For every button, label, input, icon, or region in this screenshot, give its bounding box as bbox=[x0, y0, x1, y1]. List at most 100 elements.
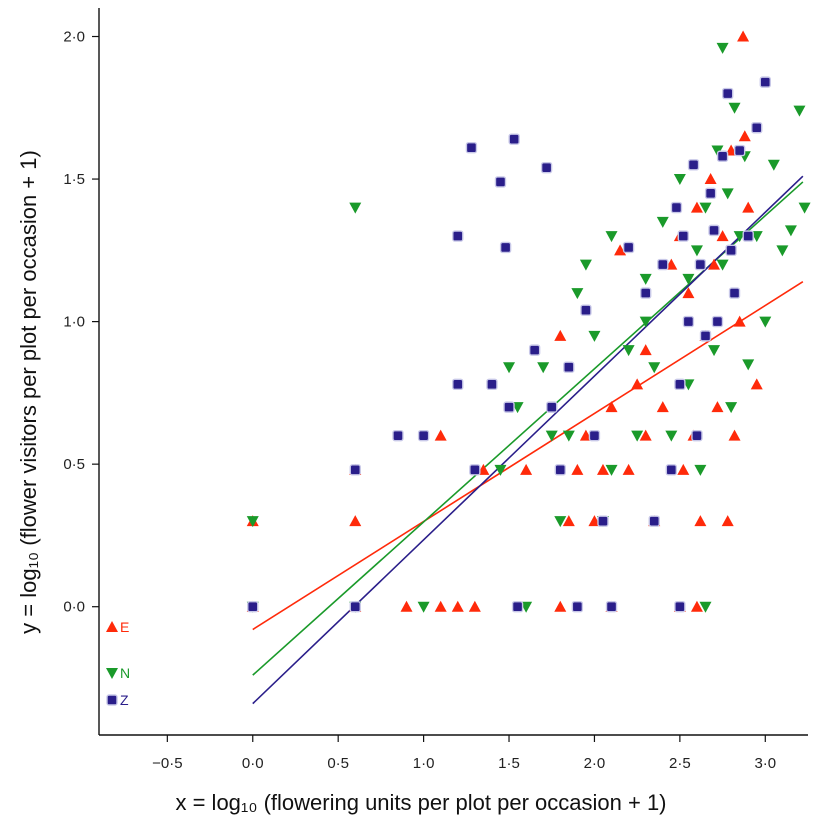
data-point-n bbox=[711, 145, 724, 157]
data-point-n bbox=[708, 345, 721, 357]
data-point-e bbox=[716, 230, 729, 242]
y-tick-label: 0·5 bbox=[63, 456, 85, 473]
data-point-z bbox=[417, 429, 430, 442]
axes: −0·5 0·0 0·5 1·0 1·5 2·0 2·5 3·0 0·0 0·5 1·0 1·5 2·0 bbox=[63, 29, 776, 772]
x-tick-label: 2·5 bbox=[669, 755, 691, 772]
data-point-n bbox=[639, 316, 652, 328]
data-point-n bbox=[562, 430, 575, 442]
fit-line-e bbox=[252, 281, 804, 631]
data-point-z bbox=[674, 601, 686, 613]
data-point-z bbox=[486, 378, 498, 391]
data-point-e bbox=[451, 600, 464, 612]
data-point-n bbox=[571, 288, 584, 300]
data-point-e bbox=[614, 244, 627, 256]
data-point-e bbox=[656, 401, 669, 413]
data-point-n bbox=[699, 601, 712, 613]
data-point-z bbox=[704, 187, 717, 200]
data-point-e bbox=[721, 515, 734, 527]
data-point-e bbox=[733, 315, 746, 327]
data-point-e bbox=[520, 463, 533, 475]
legend-label-e: E bbox=[120, 619, 129, 635]
data-point-e bbox=[737, 30, 750, 42]
data-point-n bbox=[665, 430, 678, 442]
legend: E NZ bbox=[106, 619, 130, 708]
data-point-e bbox=[708, 258, 721, 270]
data-point-n bbox=[784, 225, 797, 237]
data-point-n bbox=[639, 273, 652, 285]
data-point-e bbox=[468, 600, 481, 612]
data-point-z bbox=[682, 315, 695, 328]
data-point-z bbox=[665, 464, 678, 476]
data-point-z bbox=[639, 287, 652, 299]
x-tick-label: 0·5 bbox=[327, 755, 349, 772]
fit-line-z bbox=[252, 175, 804, 705]
data-point-z bbox=[694, 258, 707, 271]
data-point-n bbox=[776, 245, 789, 257]
data-point-e bbox=[750, 378, 763, 390]
data-point-n bbox=[605, 231, 618, 243]
data-point-e bbox=[622, 463, 635, 475]
data-point-z bbox=[687, 159, 700, 171]
data-point-z bbox=[511, 601, 524, 613]
data-point-z bbox=[563, 361, 575, 373]
data-point-z bbox=[554, 464, 566, 476]
data-point-n bbox=[767, 159, 780, 171]
data-point-z bbox=[392, 429, 404, 442]
data-point-e bbox=[605, 401, 618, 413]
data-point-z bbox=[716, 150, 729, 162]
fit-lines bbox=[252, 175, 804, 705]
data-point-n bbox=[631, 430, 644, 442]
data-point-n bbox=[605, 464, 618, 476]
data-point-n bbox=[699, 202, 712, 214]
data-point-z bbox=[247, 601, 259, 613]
legend-label-z: Z bbox=[120, 692, 129, 708]
data-point-n bbox=[648, 362, 661, 374]
data-point-z bbox=[580, 304, 592, 316]
data-point-e bbox=[704, 173, 717, 185]
data-point-z bbox=[711, 315, 724, 328]
data-point-n bbox=[798, 202, 811, 214]
data-point-z bbox=[699, 330, 712, 342]
data-point-z bbox=[588, 429, 601, 442]
data-point-e bbox=[639, 344, 652, 356]
data-point-n bbox=[588, 330, 601, 342]
data-point-z bbox=[469, 464, 481, 476]
x-tick-label: 1·0 bbox=[413, 755, 435, 772]
data-point-z bbox=[728, 287, 741, 299]
data-point-n bbox=[725, 402, 738, 414]
data-points bbox=[246, 30, 811, 613]
data-point-z bbox=[691, 429, 703, 442]
data-point-e bbox=[690, 600, 703, 612]
data-point-n bbox=[554, 516, 567, 528]
data-point-z bbox=[708, 224, 720, 237]
data-point-z bbox=[657, 258, 669, 271]
data-point-n bbox=[579, 259, 592, 271]
data-point-z bbox=[540, 161, 553, 174]
data-point-e bbox=[682, 287, 695, 299]
data-point-e bbox=[631, 378, 644, 390]
data-point-e bbox=[434, 600, 447, 612]
data-point-n bbox=[682, 273, 695, 285]
data-point-z bbox=[622, 241, 635, 254]
data-point-z bbox=[605, 601, 618, 613]
data-point-e bbox=[349, 515, 362, 527]
data-point-n bbox=[545, 430, 558, 442]
data-point-e bbox=[738, 130, 751, 142]
data-point-e bbox=[711, 401, 724, 413]
data-point-n bbox=[793, 105, 806, 117]
data-point-z bbox=[452, 378, 464, 391]
data-point-n bbox=[622, 345, 635, 357]
data-point-n bbox=[690, 245, 703, 257]
data-point-z bbox=[751, 122, 763, 134]
data-point-n bbox=[349, 202, 362, 214]
data-point-n bbox=[673, 174, 686, 186]
data-point-n bbox=[494, 464, 507, 476]
data-point-z bbox=[670, 201, 683, 214]
data-point-e bbox=[742, 201, 755, 213]
data-point-z bbox=[349, 464, 361, 476]
x-tick-label: −0·5 bbox=[152, 755, 182, 772]
data-point-n bbox=[742, 359, 755, 371]
data-point-z bbox=[499, 241, 512, 254]
legend-marker-e bbox=[106, 621, 118, 632]
